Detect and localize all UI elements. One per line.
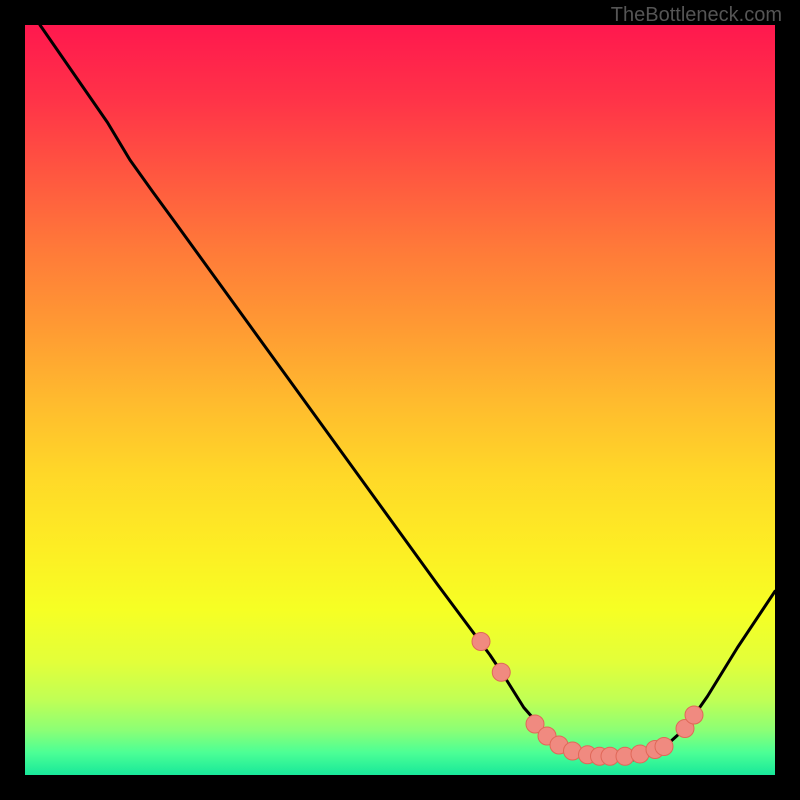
data-point-dot — [685, 706, 703, 724]
bottleneck-curve-line — [40, 25, 775, 760]
bottleneck-curve-dots — [472, 633, 703, 766]
watermark-text: TheBottleneck.com — [611, 4, 782, 27]
chart-curve-layer — [25, 25, 775, 775]
data-point-dot — [472, 633, 490, 651]
data-point-dot — [655, 738, 673, 756]
data-point-dot — [492, 663, 510, 681]
chart-container — [25, 25, 775, 775]
